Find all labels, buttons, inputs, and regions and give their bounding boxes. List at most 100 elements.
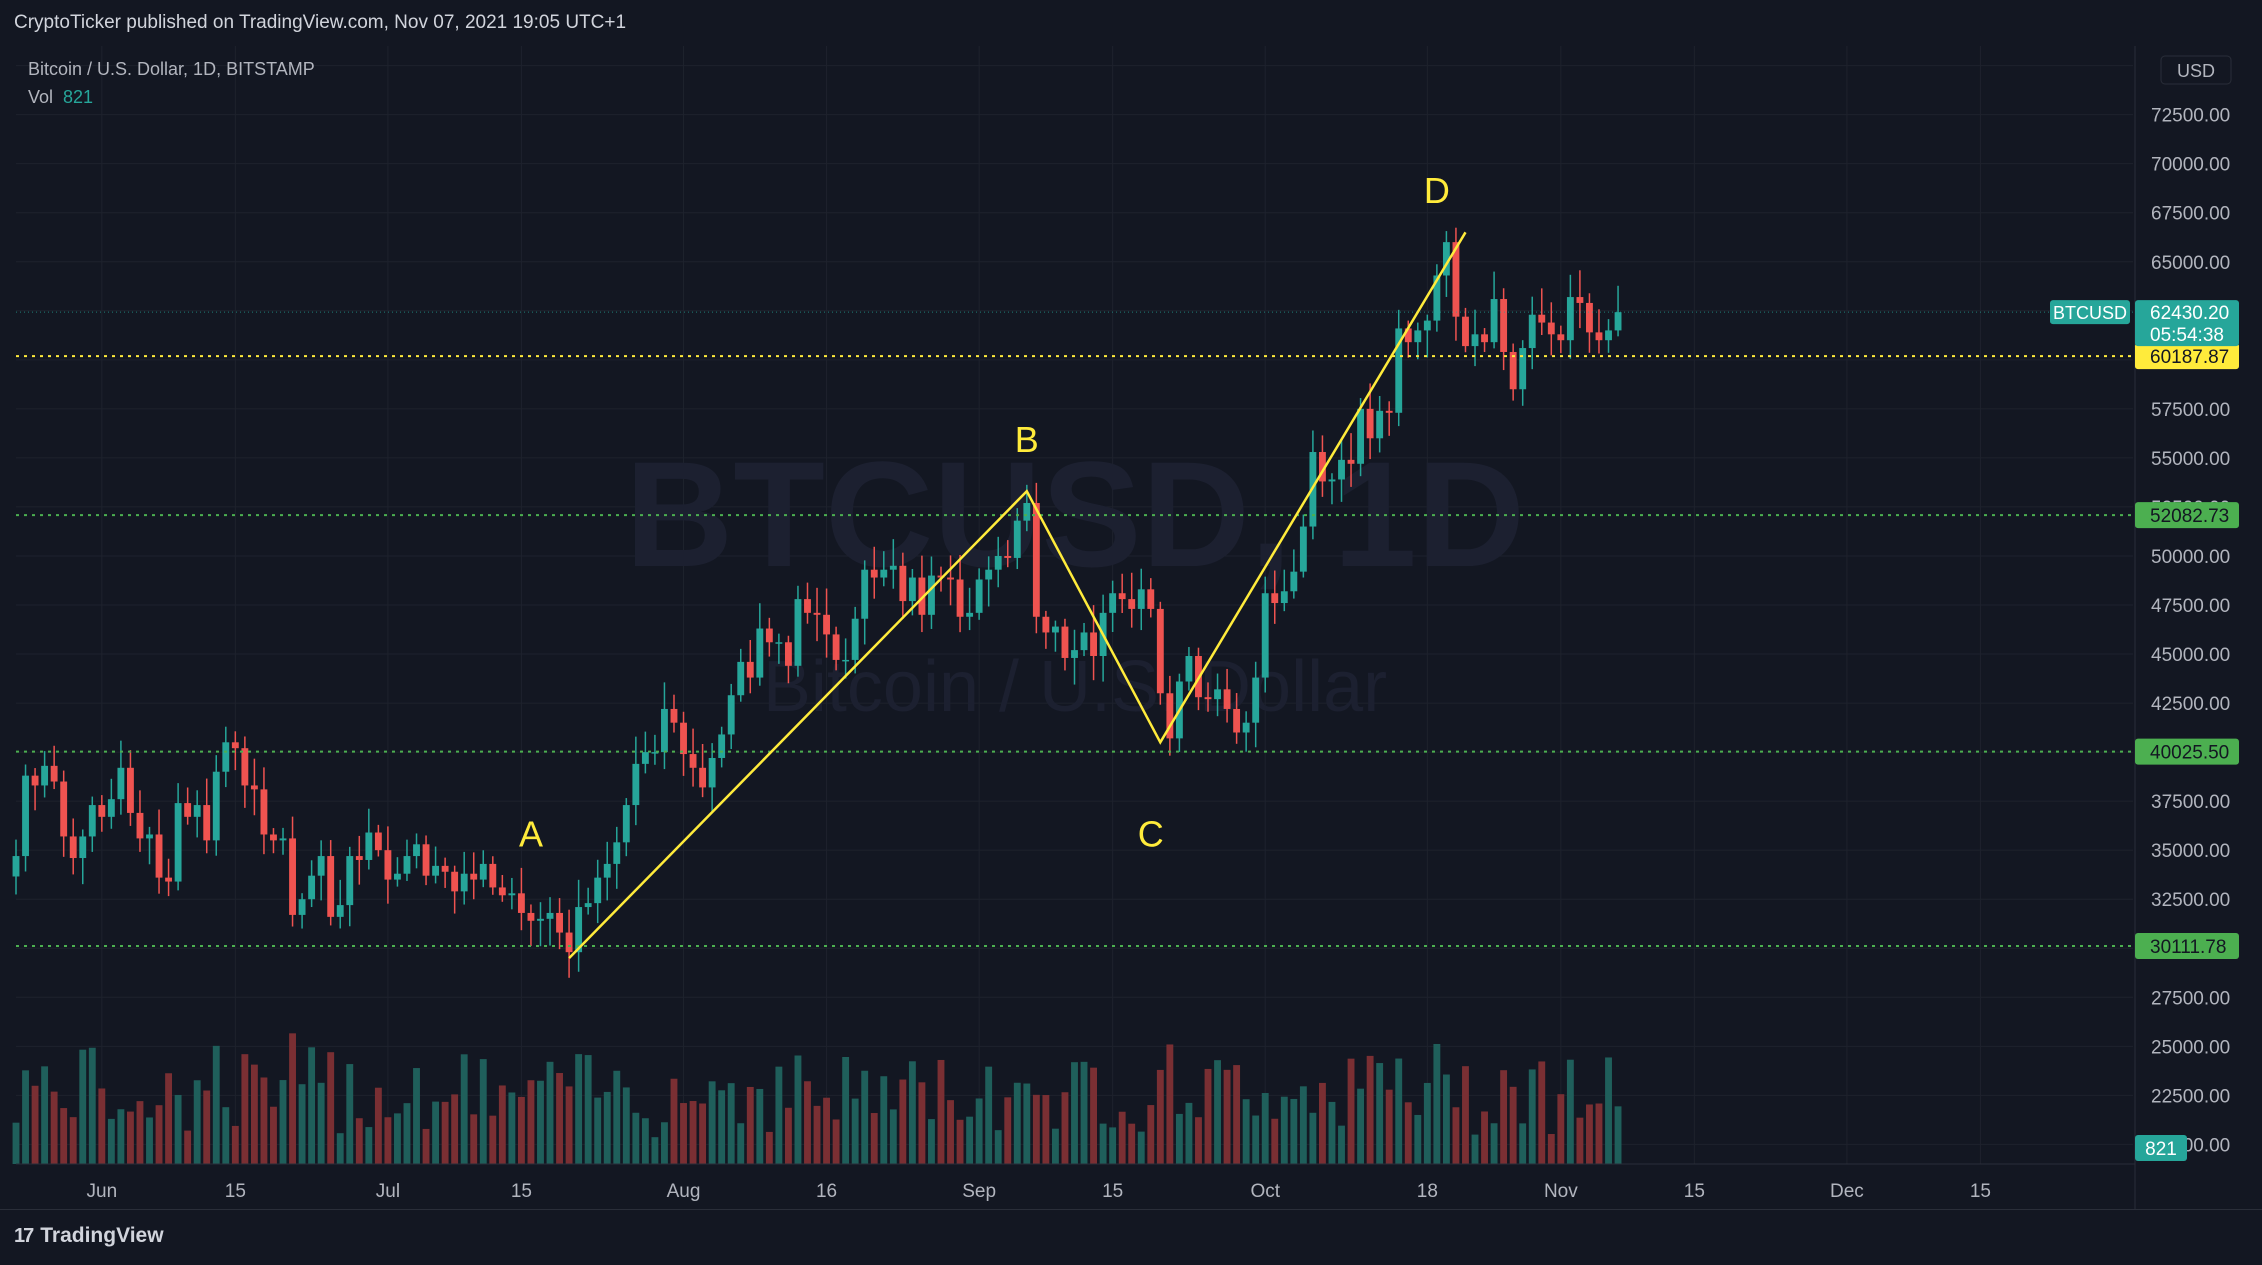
symbol-badge-label: BTCUSD xyxy=(2053,303,2127,323)
price-tick-label: 65000.00 xyxy=(2151,253,2230,274)
price-tick-label: 57500.00 xyxy=(2151,400,2230,421)
volume-bar xyxy=(1338,1125,1345,1164)
tradingview-logo[interactable]: 17 TradingView xyxy=(14,1224,164,1248)
volume-bar xyxy=(384,1117,392,1164)
candle xyxy=(203,805,211,841)
volume-bar xyxy=(661,1122,668,1164)
volume-bar xyxy=(832,1119,840,1164)
volume-bar xyxy=(374,1087,382,1164)
volume-bar xyxy=(1605,1057,1612,1164)
volume-bar xyxy=(1462,1066,1469,1164)
time-tick-label: 15 xyxy=(1102,1181,1123,1202)
volume-bar xyxy=(622,1087,630,1164)
candle xyxy=(1338,459,1345,480)
symbol-legend: Bitcoin / U.S. Dollar, 1D, BITSTAMP xyxy=(28,59,315,79)
volume-bar xyxy=(908,1061,916,1164)
candle xyxy=(1061,626,1069,658)
volume-bar xyxy=(870,1113,878,1164)
candle xyxy=(1051,626,1059,633)
volume-bar xyxy=(1280,1096,1288,1164)
volume-bar xyxy=(1290,1098,1298,1164)
candle xyxy=(870,569,878,578)
volume-bar xyxy=(1452,1107,1460,1164)
volume-bar xyxy=(1204,1068,1212,1164)
pattern-label-d: D xyxy=(1424,170,1450,211)
volume-bar xyxy=(432,1101,440,1164)
volume-bar xyxy=(584,1055,592,1164)
candle xyxy=(212,771,220,841)
volume-bar xyxy=(136,1101,144,1164)
candle xyxy=(279,838,287,841)
candle xyxy=(832,634,840,660)
volume-bar xyxy=(737,1123,745,1164)
volume-bar xyxy=(1433,1043,1441,1164)
countdown-timer: 05:54:38 xyxy=(2150,325,2224,346)
candle xyxy=(1423,320,1431,331)
candle xyxy=(1385,410,1393,413)
candle xyxy=(1366,408,1374,439)
candle xyxy=(12,856,20,877)
volume-bar xyxy=(346,1064,354,1164)
volume-bar xyxy=(327,1052,335,1164)
candle xyxy=(661,708,668,753)
candle xyxy=(460,873,468,892)
volume-bar xyxy=(918,1082,926,1164)
candle xyxy=(584,903,592,908)
volume-bar xyxy=(1557,1094,1565,1164)
candle xyxy=(1299,526,1307,572)
candle xyxy=(146,834,153,839)
volume-bar xyxy=(1328,1101,1336,1164)
abcd-pattern-line[interactable] xyxy=(568,231,1467,959)
price-tick-label: 32500.00 xyxy=(2151,890,2230,911)
volume-bar xyxy=(565,1086,573,1164)
volume-bar xyxy=(41,1066,49,1164)
candle xyxy=(355,856,363,860)
candle xyxy=(1156,608,1164,694)
volume-bar xyxy=(498,1085,506,1164)
volume-bar xyxy=(1366,1055,1374,1164)
candle xyxy=(41,765,49,786)
currency-badge[interactable] xyxy=(2160,55,2232,85)
volume-bar xyxy=(784,1107,792,1164)
volume-bar xyxy=(1271,1118,1279,1164)
volume-bar xyxy=(546,1061,554,1164)
volume-bar xyxy=(365,1127,373,1164)
volume-bar xyxy=(1195,1117,1202,1164)
volume-bar xyxy=(1214,1060,1221,1164)
candle xyxy=(1414,330,1422,343)
price-tick-label: 42500.00 xyxy=(2151,694,2230,715)
candle xyxy=(1509,351,1517,390)
candle xyxy=(365,832,373,860)
volume-bar xyxy=(794,1055,802,1164)
volume-value: 821 xyxy=(63,87,94,107)
volume-bar xyxy=(60,1108,68,1164)
candle xyxy=(651,752,659,754)
candle xyxy=(565,932,573,953)
volume-bar xyxy=(842,1056,850,1164)
candle xyxy=(947,577,954,580)
candle xyxy=(1452,242,1460,317)
pattern-label-b: B xyxy=(1015,419,1039,460)
candle xyxy=(899,565,907,602)
candle xyxy=(823,614,830,635)
volume-bar xyxy=(88,1047,96,1164)
brand-name: TradingView xyxy=(40,1224,164,1247)
candle xyxy=(88,805,96,837)
candle xyxy=(1109,593,1117,613)
candle xyxy=(670,708,678,723)
candle xyxy=(1538,314,1546,323)
candle xyxy=(1557,334,1565,341)
level-price-badge xyxy=(2135,738,2239,765)
time-tick-label: 16 xyxy=(816,1181,837,1202)
candle xyxy=(1013,520,1021,558)
volume-bar xyxy=(250,1064,258,1164)
candle xyxy=(813,612,821,615)
candle xyxy=(117,767,125,800)
candle xyxy=(517,893,525,913)
candle xyxy=(1319,452,1326,482)
candle xyxy=(479,863,487,880)
candle xyxy=(193,805,201,817)
candle xyxy=(1118,593,1126,600)
candle xyxy=(613,842,621,864)
